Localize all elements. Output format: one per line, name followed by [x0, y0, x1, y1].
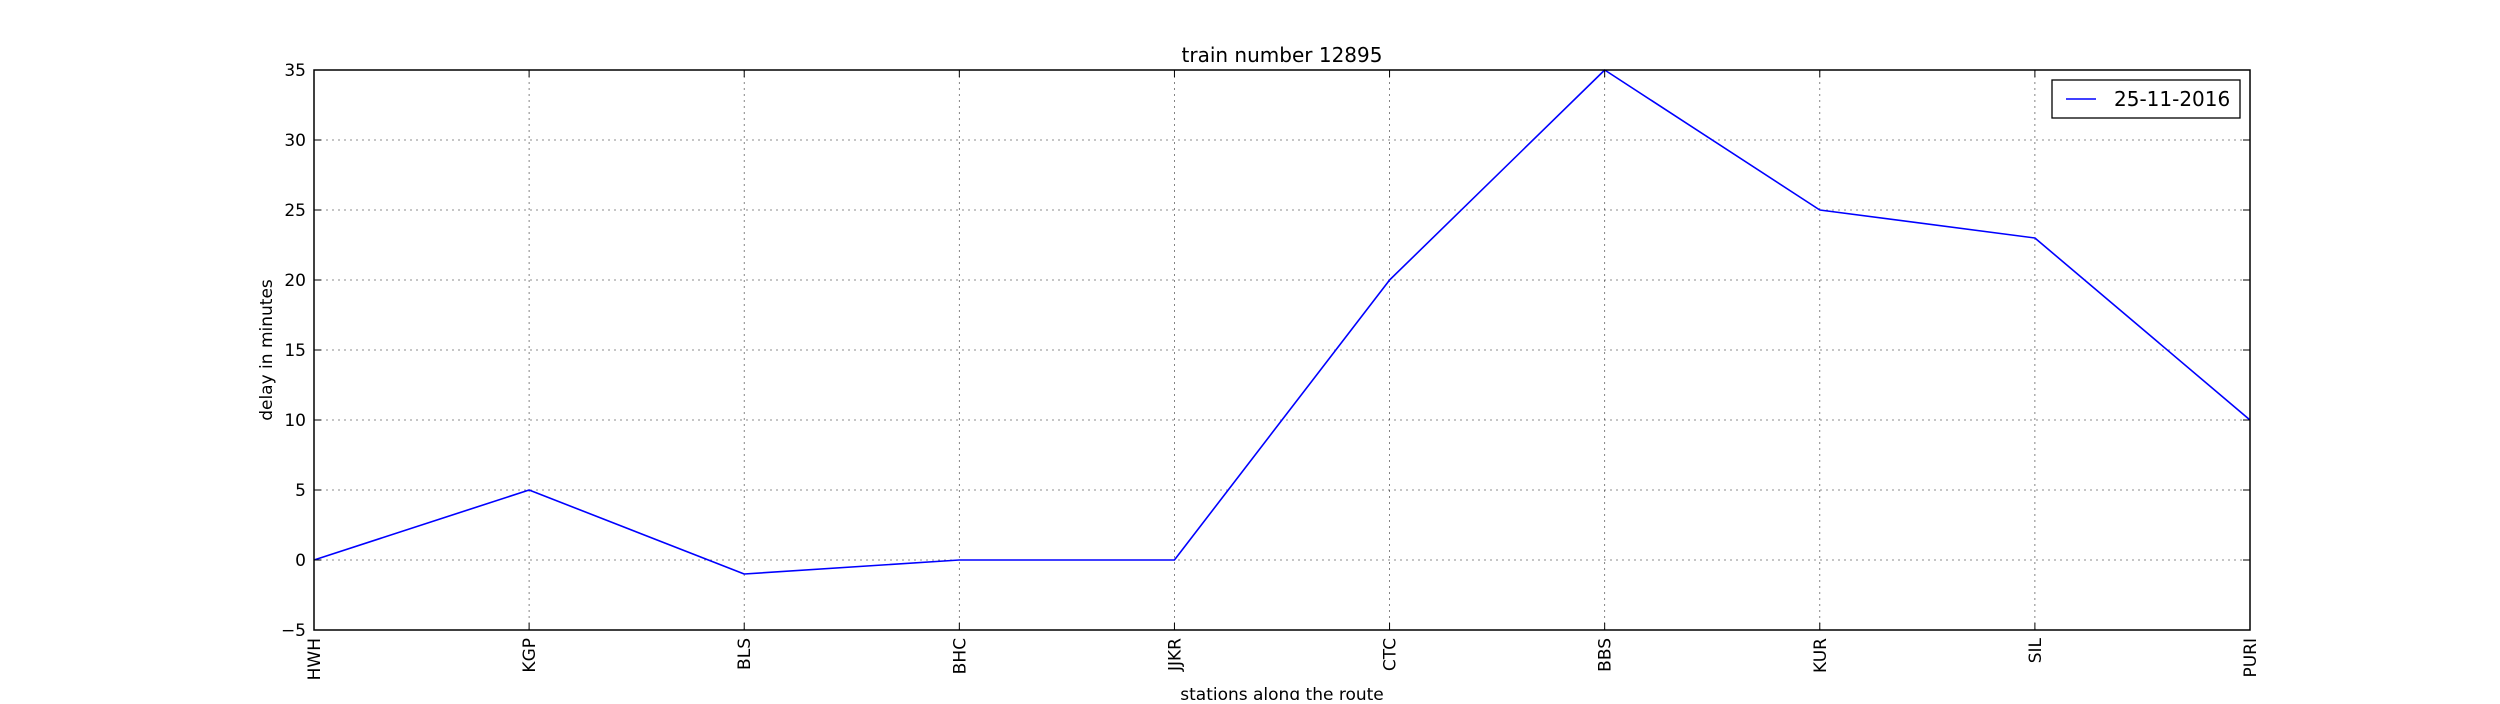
y-tick-label: 0 — [295, 551, 306, 571]
x-tick-label: JJKR — [1165, 638, 1185, 672]
y-tick-label: 25 — [284, 201, 306, 221]
x-axis-ticks: HWH KGP BLS BHC JJKR CTC BBS KUR SIL PURI — [305, 70, 2261, 680]
y-axis-label: delay in minutes — [257, 279, 277, 421]
x-tick-label: BHC — [950, 638, 970, 674]
y-axis-ticks: −5 0 5 10 15 20 25 30 35 — [281, 61, 2250, 641]
legend-label: 25-11-2016 — [2114, 87, 2230, 111]
x-tick-label: BBS — [1596, 638, 1616, 672]
x-tick-label: HWH — [305, 638, 325, 680]
y-tick-label: 15 — [284, 341, 306, 361]
x-tick-label: KUR — [1811, 638, 1831, 673]
chart-title: train number 12895 — [1182, 43, 1383, 67]
y-tick-label: 35 — [284, 61, 306, 81]
y-tick-label: 30 — [284, 131, 306, 151]
y-tick-label: 10 — [284, 411, 306, 431]
x-tick-label: BLS — [735, 638, 755, 670]
x-tick-label: CTC — [1381, 638, 1401, 671]
x-tick-label: KGP — [520, 638, 540, 673]
y-tick-label: 20 — [284, 271, 306, 291]
y-tick-label: 5 — [295, 481, 306, 501]
x-tick-label: SIL — [2026, 637, 2046, 663]
series-line — [313, 69, 2251, 575]
y-tick-label: −5 — [281, 621, 306, 641]
chart-legend: 25-11-2016 — [2051, 79, 2241, 119]
x-tick-label: PURI — [2241, 638, 2261, 678]
x-axis-label: stations along the route — [1180, 685, 1384, 700]
series-layer — [313, 69, 2251, 575]
